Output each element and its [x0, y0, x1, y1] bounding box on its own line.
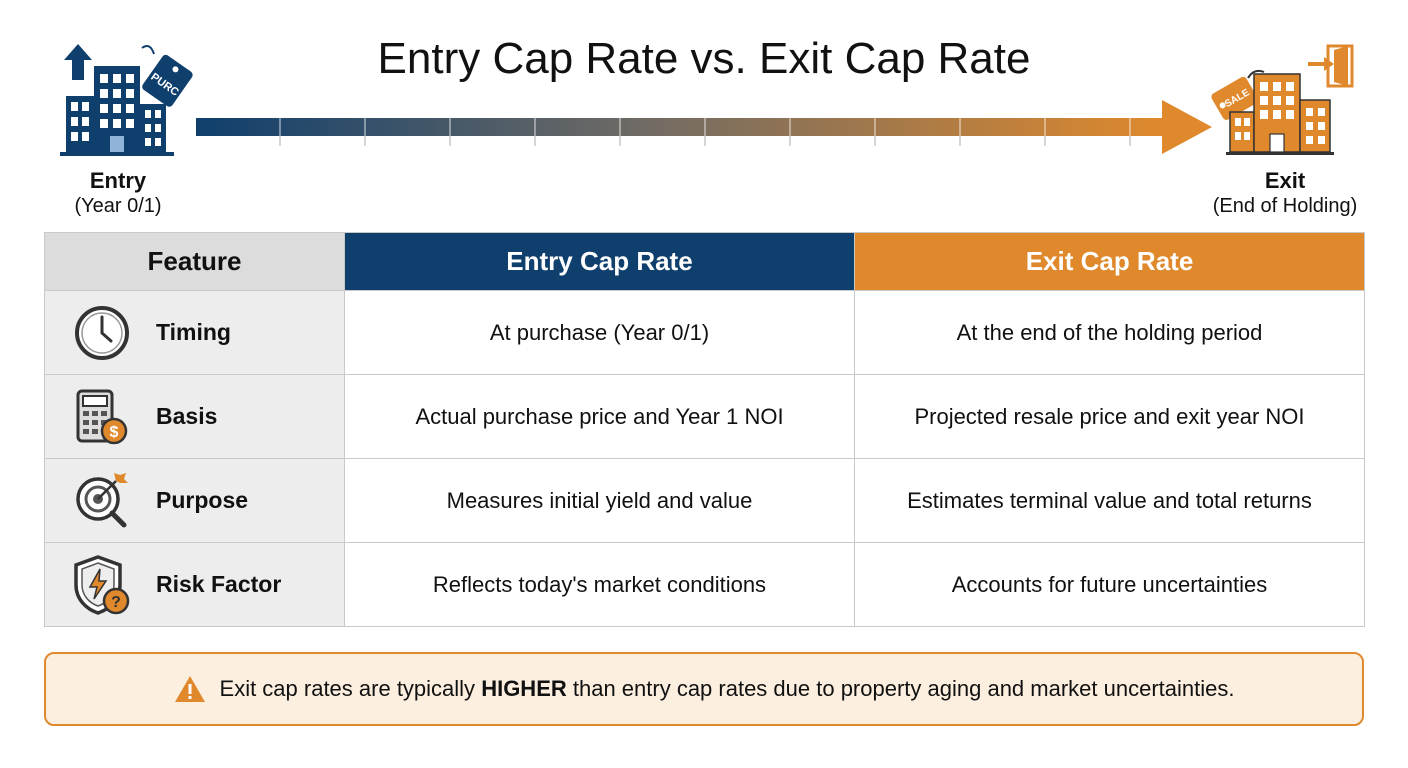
feature-name: Purpose: [156, 487, 249, 513]
entry-cell: At purchase (Year 0/1): [344, 290, 855, 375]
entry-cell: Reflects today's market conditions: [344, 542, 855, 627]
exit-cell: Projected resale price and exit year NOI: [854, 374, 1365, 459]
feature-cell: $ Basis: [44, 374, 345, 459]
table-header-row: Feature Entry Cap Rate Exit Cap Rate: [44, 232, 1365, 291]
entry-label-sub: (Year 0/1): [74, 195, 162, 218]
entry-cell: Measures initial yield and value: [344, 458, 855, 543]
feature-cell: Purpose: [44, 458, 345, 543]
table-row: ? Risk Factor Reflects today's market co…: [44, 542, 1365, 627]
table-row: $ Basis Actual purchase price and Year 1…: [44, 374, 1365, 459]
feature-name: Risk Factor: [156, 571, 282, 597]
timeline-arrow: [196, 100, 1212, 154]
comparison-table: Feature Entry Cap Rate Exit Cap Rate Tim…: [44, 232, 1365, 627]
header-entry-cap-rate: Entry Cap Rate: [344, 232, 855, 291]
entry-label-main: Entry: [89, 168, 147, 193]
exit-label-main: Exit: [1264, 168, 1306, 193]
calculator-icon: $: [76, 389, 128, 444]
header-exit-cap-rate: Exit Cap Rate: [854, 232, 1365, 291]
entry-label: Entry (Year 0/1): [48, 168, 188, 218]
exit-label: Exit (End of Holding): [1200, 168, 1370, 218]
shield-risk-icon: ?: [74, 554, 130, 615]
header-feature: Feature: [44, 232, 345, 291]
clock-icon: [75, 305, 129, 360]
exit-cell: Accounts for future uncertainties: [854, 542, 1365, 627]
note-text-after: than entry cap rates due to property agi…: [566, 676, 1235, 701]
feature-name: Timing: [156, 319, 231, 345]
svg-text:$: $: [110, 424, 119, 441]
note-box: Exit cap rates are typically HIGHER than…: [44, 652, 1364, 726]
exit-label-sub: (End of Holding): [1212, 195, 1358, 218]
exit-cell: Estimates terminal value and total retur…: [854, 458, 1365, 543]
table-row: Timing At purchase (Year 0/1) At the end…: [44, 290, 1365, 375]
feature-cell: Timing: [44, 290, 345, 375]
note-text: Exit cap rates are typically HIGHER than…: [220, 676, 1235, 702]
exit-building-icon: SALE: [1211, 44, 1354, 155]
target-icon: [76, 472, 128, 527]
entry-building-icon: PURC: [60, 44, 193, 156]
feature-cell: ? Risk Factor: [44, 542, 345, 627]
note-emphasis: HIGHER: [481, 676, 567, 701]
page-title: Entry Cap Rate vs. Exit Cap Rate: [377, 34, 1031, 83]
entry-cell: Actual purchase price and Year 1 NOI: [344, 374, 855, 459]
svg-text:?: ?: [111, 594, 121, 611]
table-row: Purpose Measures initial yield and value…: [44, 458, 1365, 543]
note-text-before: Exit cap rates are typically: [219, 676, 482, 701]
warning-icon: [174, 676, 205, 702]
exit-cell: At the end of the holding period: [854, 290, 1365, 375]
feature-name: Basis: [156, 403, 218, 429]
